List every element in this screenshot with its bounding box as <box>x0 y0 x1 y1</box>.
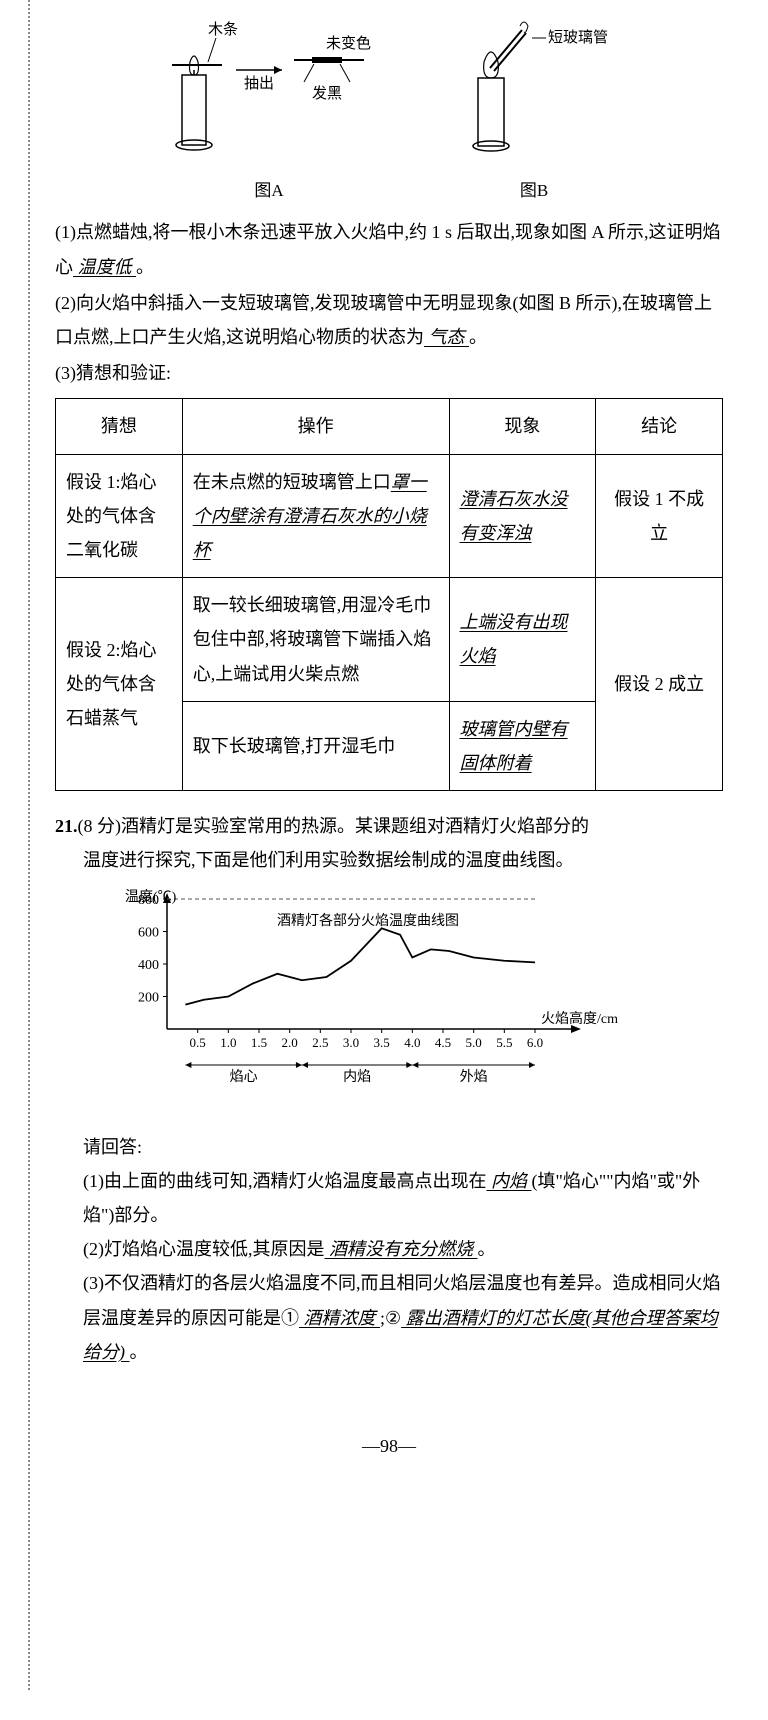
svg-text:2.0: 2.0 <box>282 1035 298 1050</box>
svg-text:5.5: 5.5 <box>496 1035 512 1050</box>
svg-text:内焰: 内焰 <box>343 1069 371 1085</box>
r2-op: 取一较长细玻璃管,用湿冷毛巾包住中部,将玻璃管下端插入焰心,上端试用火柴点燃 <box>182 578 449 702</box>
q21-sub2-after: 。 <box>478 1239 496 1259</box>
svg-text:4.5: 4.5 <box>435 1035 451 1050</box>
page-dotted-edge <box>28 0 30 1690</box>
svg-text:外焰: 外焰 <box>460 1069 488 1085</box>
q3-title: (3)猜想和验证: <box>55 356 723 390</box>
r1-op-before: 在未点燃的短玻璃管上口 <box>193 472 391 492</box>
q21-sub3-after: 。 <box>130 1342 148 1362</box>
r2-phenom: 上端没有出现火焰 <box>449 578 596 702</box>
r2-guess: 假设 2:焰心处的气体含石蜡蒸气 <box>56 578 183 791</box>
q21-intro: 21. (8 分)酒精灯是实验室常用的热源。某课题组对酒精灯火焰部分的 <box>55 809 723 843</box>
q21-sub2-ans: 酒精没有充分燃烧 <box>325 1239 478 1259</box>
svg-text:2.5: 2.5 <box>312 1035 328 1050</box>
svg-text:1.0: 1.0 <box>220 1035 236 1050</box>
q21-sub3-mid: ;② <box>380 1308 401 1328</box>
th-concl: 结论 <box>596 399 723 454</box>
q21-sub1-ans: 内焰 <box>487 1171 532 1191</box>
svg-text:4.0: 4.0 <box>404 1035 420 1050</box>
th-op: 操作 <box>182 399 449 454</box>
q2-text: (2)向火焰中斜插入一支短玻璃管,发现玻璃管中无明显现象(如图 B 所示),在玻… <box>55 286 723 354</box>
r1-phenom: 澄清石灰水没有变浑浊 <box>449 454 596 578</box>
q21-answer-label: 请回答: <box>83 1130 723 1164</box>
svg-text:6.0: 6.0 <box>527 1035 543 1050</box>
q21-number: 21. <box>55 809 78 843</box>
r1-concl: 假设 1 不成立 <box>596 454 723 578</box>
temperature-chart: 8006004002000.51.01.52.02.53.03.54.04.55… <box>105 885 723 1121</box>
label-stick: 木条 <box>208 21 238 38</box>
q2-answer: 气态 <box>424 327 469 347</box>
q21-sub3: (3)不仅酒精灯的各层火焰温度不同,而且相同火焰层温度也有差异。造成相同火焰层温… <box>83 1266 723 1369</box>
svg-text:0.5: 0.5 <box>190 1035 206 1050</box>
label-unchange: 未变色 <box>326 35 371 52</box>
r3-phenom: 玻璃管内壁有固体附着 <box>449 701 596 790</box>
q21-sub1: (1)由上面的曲线可知,酒精灯火焰温度最高点出现在 内焰 (填"焰心""内焰"或… <box>83 1164 723 1232</box>
svg-text:火焰高度/cm: 火焰高度/cm <box>541 1010 618 1027</box>
q21-intro-text: (8 分)酒精灯是实验室常用的热源。某课题组对酒精灯火焰部分的 <box>78 809 590 843</box>
q21-intro1: 酒精灯是实验室常用的热源。某课题组对酒精灯火焰部分的 <box>121 816 589 836</box>
svg-text:1.5: 1.5 <box>251 1035 267 1050</box>
svg-text:酒精灯各部分火焰温度曲线图: 酒精灯各部分火焰温度曲线图 <box>277 913 459 929</box>
r3-op: 取下长玻璃管,打开湿毛巾 <box>182 701 449 790</box>
diagram-b: 短玻璃管 图B <box>454 20 614 207</box>
svg-text:温度(℃): 温度(℃) <box>125 889 177 905</box>
q1-after: 。 <box>136 257 154 277</box>
page-number: —98— <box>55 1429 723 1463</box>
diagram-b-svg: 短玻璃管 <box>454 20 614 160</box>
q2-after: 。 <box>469 327 487 347</box>
th-phenom: 现象 <box>449 399 596 454</box>
r1-op: 在未点燃的短玻璃管上口罩一个内壁涂有澄清石灰水的小烧杯 <box>182 454 449 578</box>
svg-text:3.0: 3.0 <box>343 1035 359 1050</box>
r2-phenom-ans: 上端没有出现火焰 <box>460 612 568 666</box>
diagram-a-label: 图A <box>164 175 374 207</box>
r1-phenom-ans: 澄清石灰水没有变浑浊 <box>460 489 568 543</box>
q21-sub2-before: (2)灯焰焰心温度较低,其原因是 <box>83 1239 325 1259</box>
q1-before: (1)点燃蜡烛,将一根小木条迅速平放入火焰中,约 1 s 后取出,现象如图 A … <box>55 222 721 276</box>
diagrams-row: 木条 抽出 未变色 发黑 图A <box>55 20 723 207</box>
r3-phenom-ans: 玻璃管内壁有固体附着 <box>460 719 568 773</box>
q21-sub2: (2)灯焰焰心温度较低,其原因是 酒精没有充分燃烧 。 <box>83 1232 723 1266</box>
q21-intro2: 温度进行探究,下面是他们利用实验数据绘制成的温度曲线图。 <box>83 843 723 877</box>
diagram-a-svg: 木条 抽出 未变色 发黑 <box>164 20 374 160</box>
svg-text:5.0: 5.0 <box>466 1035 482 1050</box>
svg-text:3.5: 3.5 <box>374 1035 390 1050</box>
label-tube: 短玻璃管 <box>548 29 608 46</box>
q2-before: (2)向火焰中斜插入一支短玻璃管,发现玻璃管中无明显现象(如图 B 所示),在玻… <box>55 293 712 347</box>
th-guess: 猜想 <box>56 399 183 454</box>
q1-text: (1)点燃蜡烛,将一根小木条迅速平放入火焰中,约 1 s 后取出,现象如图 A … <box>55 215 723 283</box>
q1-answer: 温度低 <box>73 257 136 277</box>
svg-text:焰心: 焰心 <box>230 1069 258 1085</box>
q21-sub3-ans1: 酒精浓度 <box>299 1308 380 1328</box>
svg-text:400: 400 <box>138 958 159 973</box>
hypothesis-table: 猜想 操作 现象 结论 假设 1:焰心处的气体含二氧化碳 在未点燃的短玻璃管上口… <box>55 398 723 791</box>
diagram-b-label: 图B <box>454 175 614 207</box>
svg-text:200: 200 <box>138 991 159 1006</box>
label-black: 发黑 <box>312 85 342 102</box>
r2-concl: 假设 2 成立 <box>596 578 723 791</box>
r1-guess: 假设 1:焰心处的气体含二氧化碳 <box>56 454 183 578</box>
label-pull: 抽出 <box>244 75 274 92</box>
q21-sub1-before: (1)由上面的曲线可知,酒精灯火焰温度最高点出现在 <box>83 1171 487 1191</box>
svg-text:600: 600 <box>138 926 159 941</box>
chart-svg: 8006004002000.51.01.52.02.53.03.54.04.55… <box>105 885 645 1110</box>
diagram-a: 木条 抽出 未变色 发黑 图A <box>164 20 374 207</box>
q21-pts: (8 分) <box>78 816 122 836</box>
